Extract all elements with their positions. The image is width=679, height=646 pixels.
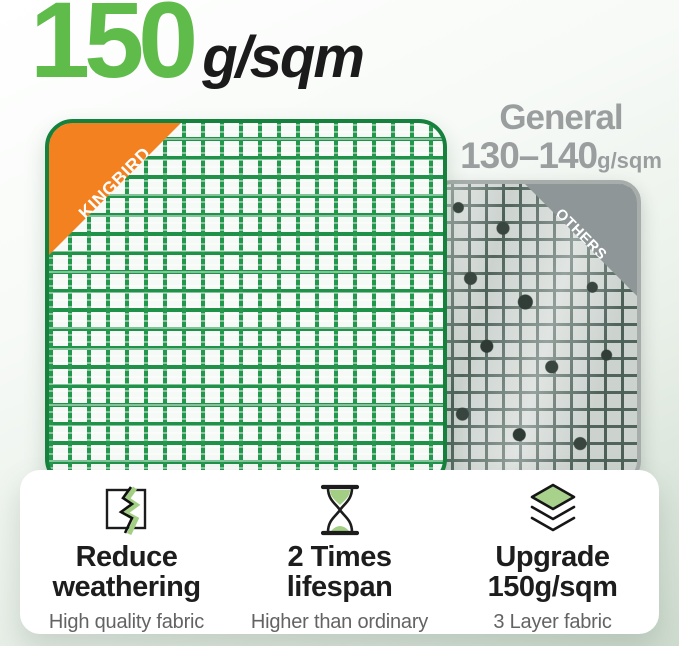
layers-icon: [524, 480, 582, 540]
others-corner-ribbon: OTHERS: [525, 184, 637, 296]
feature-title-line2: weathering: [52, 570, 201, 603]
kingbird-ribbon-label: KINGBIRD: [74, 143, 155, 224]
feature-reduce-weathering: Reduce weathering High quality fabric: [20, 470, 233, 634]
competitor-range: 130–140g/sqm: [448, 137, 674, 174]
feature-title-line2: lifespan: [286, 570, 393, 603]
headline: 150 g/sqm: [30, 0, 365, 100]
others-fabric-swatch: OTHERS: [430, 180, 641, 483]
feature-title-line1: Reduce: [75, 540, 178, 573]
others-ribbon-label: OTHERS: [551, 205, 611, 264]
competitor-range-unit: g/sqm: [597, 147, 662, 173]
feature-title-line2: 150g/sqm: [487, 570, 618, 603]
feature-title: Reduce weathering: [52, 540, 201, 603]
feature-lifespan: 2 Times lifespan Higher than ordinary: [233, 470, 446, 634]
kingbird-fabric-swatch: KINGBIRD: [45, 119, 447, 487]
feature-title: 2 Times lifespan: [287, 542, 393, 602]
feature-title: Upgrade 150g/sqm: [488, 542, 618, 602]
feature-subtitle: 3 Layer fabric: [493, 611, 612, 633]
kingbird-corner-ribbon: KINGBIRD: [49, 123, 181, 255]
headline-value: 150: [30, 0, 198, 100]
feature-title-line1: 2 Times: [287, 540, 392, 573]
hourglass-icon: [317, 480, 363, 540]
feature-subtitle: High quality fabric: [48, 611, 205, 633]
feature-title-line1: Upgrade: [495, 540, 610, 573]
competitor-name: General: [499, 98, 623, 137]
feature-panel: Reduce weathering High quality fabric 2 …: [20, 470, 659, 634]
feature-upgrade: Upgrade 150g/sqm 3 Layer fabric: [446, 470, 659, 634]
competitor-range-value: 130–140: [460, 134, 598, 176]
feature-subtitle: Higher than ordinary: [250, 611, 429, 633]
competitor-label: General 130–140g/sqm: [448, 98, 674, 174]
headline-unit: g/sqm: [202, 25, 365, 90]
crack-square-icon: [104, 480, 150, 540]
